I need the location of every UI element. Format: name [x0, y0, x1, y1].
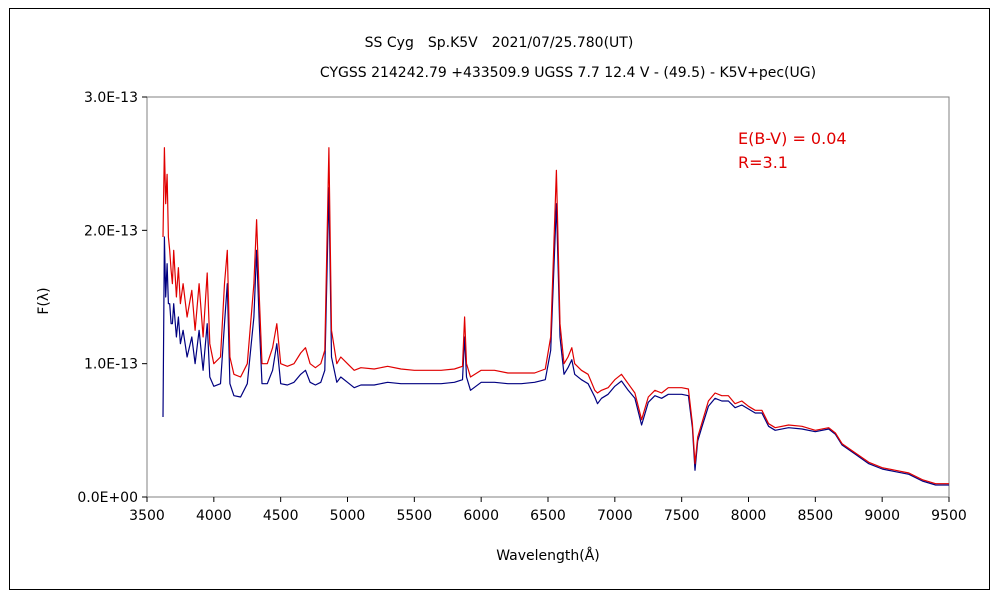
x-tick-label: 3500 — [129, 508, 165, 524]
x-tick-label: 8000 — [731, 508, 767, 524]
y-tick-label: 2.0E-13 — [84, 223, 138, 239]
series-layer — [162, 147, 949, 486]
x-tick-label: 7000 — [597, 508, 633, 524]
x-tick-label: 4500 — [263, 508, 299, 524]
x-tick-label: 7500 — [664, 508, 700, 524]
chart-subtitle: CYGSS 214242.79 +433509.9 UGSS 7.7 12.4 … — [320, 65, 816, 81]
x-tick-label: 4000 — [196, 508, 232, 524]
y-tick-label: 1.0E-13 — [84, 357, 138, 373]
annotation-r: R=3.1 — [738, 153, 788, 172]
plot-area — [146, 96, 950, 498]
x-tick-label: 9000 — [864, 508, 900, 524]
x-tick-label: 9500 — [931, 508, 967, 524]
series-line-1 — [162, 187, 949, 486]
y-tick-label: 3.0E-13 — [84, 90, 138, 106]
x-tick-label: 5000 — [330, 508, 366, 524]
axes: 3500 4000 4500 5000 5500 6000 6500 7000 7500 8000… — [77, 90, 966, 524]
x-tick-label: 8500 — [798, 508, 834, 524]
y-axis-label: F(λ) — [36, 287, 52, 314]
x-tick-label: 5500 — [397, 508, 433, 524]
chart-frame: SS Cyg Sp.K5V 2021/07/25.780(UT) CYGSS 2… — [9, 8, 990, 590]
spectrum-chart: SS Cyg Sp.K5V 2021/07/25.780(UT) CYGSS 2… — [36, 35, 967, 564]
chart-title: SS Cyg Sp.K5V 2021/07/25.780(UT) — [365, 35, 634, 51]
x-tick-label: 6500 — [530, 508, 566, 524]
annotation-ebv: E(B-V) = 0.04 — [738, 129, 847, 148]
x-axis-label: Wavelength(Å) — [496, 547, 600, 564]
series-line-0 — [162, 147, 949, 485]
x-tick-label: 6000 — [463, 508, 499, 524]
y-tick-label: 0.0E+00 — [77, 490, 138, 506]
